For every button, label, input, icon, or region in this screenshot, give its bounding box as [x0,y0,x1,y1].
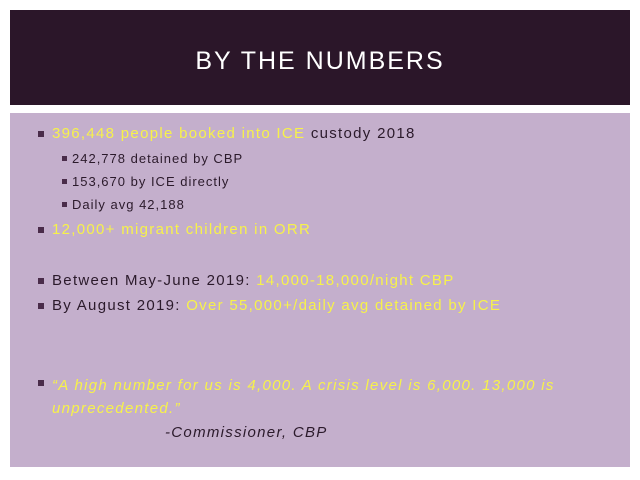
highlight: 396,448 people booked into ICE [52,125,306,142]
bullet-text: 242,778 detained by CBP [72,151,244,166]
slide-title: BY THE NUMBERS [195,47,445,75]
content-box: 396,448 people booked into ICE custody 2… [10,113,630,467]
highlight: 14,000-18,000/night CBP [256,272,455,289]
header: BY THE NUMBERS [10,10,630,105]
bullet [38,227,44,233]
bullet [38,303,44,309]
highlight: 12,000+ migrant children in ORR [52,221,312,238]
quote: “A high number for us is 4,000. A crisis… [52,377,555,417]
bullet-text: Daily avg 42,188 [72,197,185,212]
bullet-text: Between May-June 2019: 14,000-18,000/nig… [52,272,455,289]
bullet [38,131,44,137]
text: custody 2018 [310,125,416,142]
attribution: -Commissioner, CBP [165,424,328,441]
bullet-text: 12,000+ migrant children in ORR [52,221,311,238]
bullet-text: 396,448 people booked into ICE custody 2… [52,125,416,142]
text: Between May-June 2019: [52,272,251,289]
bullet [62,179,67,184]
bullet-text: By August 2019: Over 55,000+/daily avg d… [52,297,501,314]
bullet-text: 153,670 by ICE directly [72,174,230,189]
bullet [62,202,67,207]
bullet [38,278,44,284]
bullet [62,156,67,161]
text: By August 2019: [52,297,181,314]
highlight: Over 55,000+/daily avg detained by ICE [186,297,502,314]
bullet [38,380,44,386]
